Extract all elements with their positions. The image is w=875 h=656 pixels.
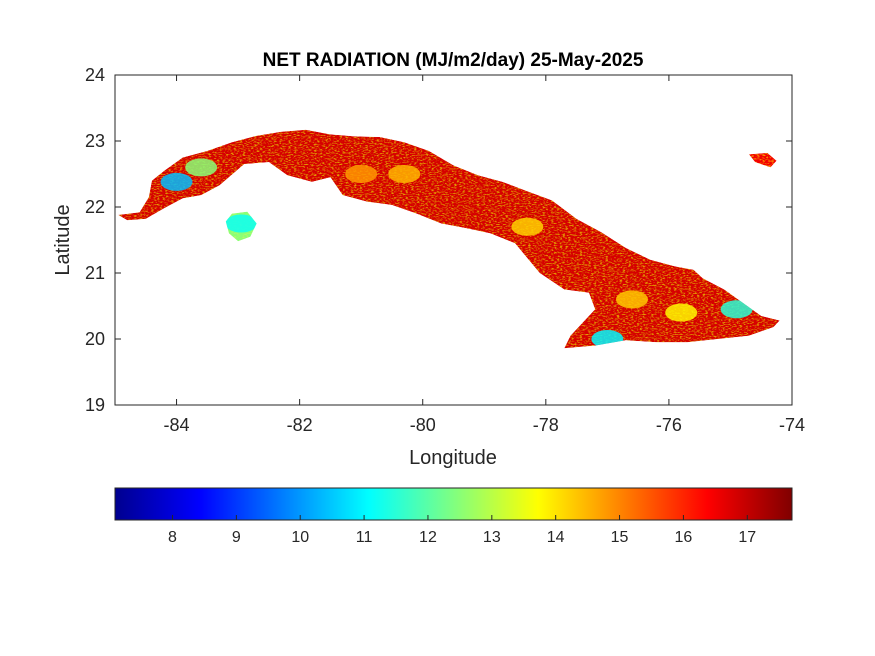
x-axis: -84 -82 -80 -78 -76 -74	[164, 75, 805, 435]
low-value-zone	[615, 290, 648, 309]
low-value-zone	[185, 158, 218, 177]
y-tick-label: 24	[85, 65, 105, 85]
colorbar-tick-label: 8	[168, 529, 177, 546]
x-tick-label: -78	[533, 415, 559, 435]
colorbar-tick-label: 12	[419, 529, 437, 546]
low-value-zone	[388, 165, 421, 183]
low-value-zone	[511, 217, 544, 236]
colorbar-tick-label: 10	[291, 529, 309, 546]
low-value-zone	[665, 303, 698, 322]
plot-area	[114, 74, 793, 406]
chart-title: NET RADIATION (MJ/m2/day) 25-May-2025	[263, 50, 644, 71]
colorbar-tick-label: 17	[738, 529, 756, 546]
colorbar-tick-label: 16	[675, 529, 693, 546]
colorbar-tick-label: 11	[356, 529, 373, 546]
low-value-zone	[345, 165, 378, 183]
y-axis: 19 20 21 22 23 24	[85, 65, 792, 415]
y-tick-label: 20	[85, 329, 105, 349]
y-tick-label: 19	[85, 395, 105, 415]
colorbar-tick-label: 14	[547, 529, 565, 546]
region-fill	[118, 129, 780, 349]
y-tick-label: 21	[85, 263, 105, 283]
y-tick-label: 23	[85, 131, 105, 151]
x-tick-label: -84	[164, 415, 190, 435]
colorbar-tick-label: 15	[611, 529, 629, 546]
low-value-zone	[225, 214, 257, 233]
x-tick-label: -76	[656, 415, 682, 435]
low-value-zone	[591, 330, 624, 348]
x-tick-label: -82	[287, 415, 313, 435]
region-fill	[748, 152, 777, 168]
region-main-island	[118, 129, 780, 349]
x-axis-label: Longitude	[409, 447, 497, 469]
colorbar-tick-label: 13	[483, 529, 501, 546]
low-value-zone	[160, 172, 193, 191]
low-value-zone	[720, 300, 753, 319]
region-cayo-north-east	[748, 152, 777, 168]
y-axis-label: Latitude	[52, 204, 74, 275]
colorbar-ticks: 8 9 10 11 12 13 14 15 16 17	[168, 515, 756, 546]
colorbar	[114, 487, 793, 521]
x-tick-label: -74	[779, 415, 805, 435]
y-tick-label: 22	[85, 197, 105, 217]
map-layer	[118, 129, 780, 349]
region-isla-de-la-juventud	[225, 211, 257, 242]
colorbar-tick-label: 9	[232, 529, 241, 546]
x-tick-label: -80	[410, 415, 436, 435]
